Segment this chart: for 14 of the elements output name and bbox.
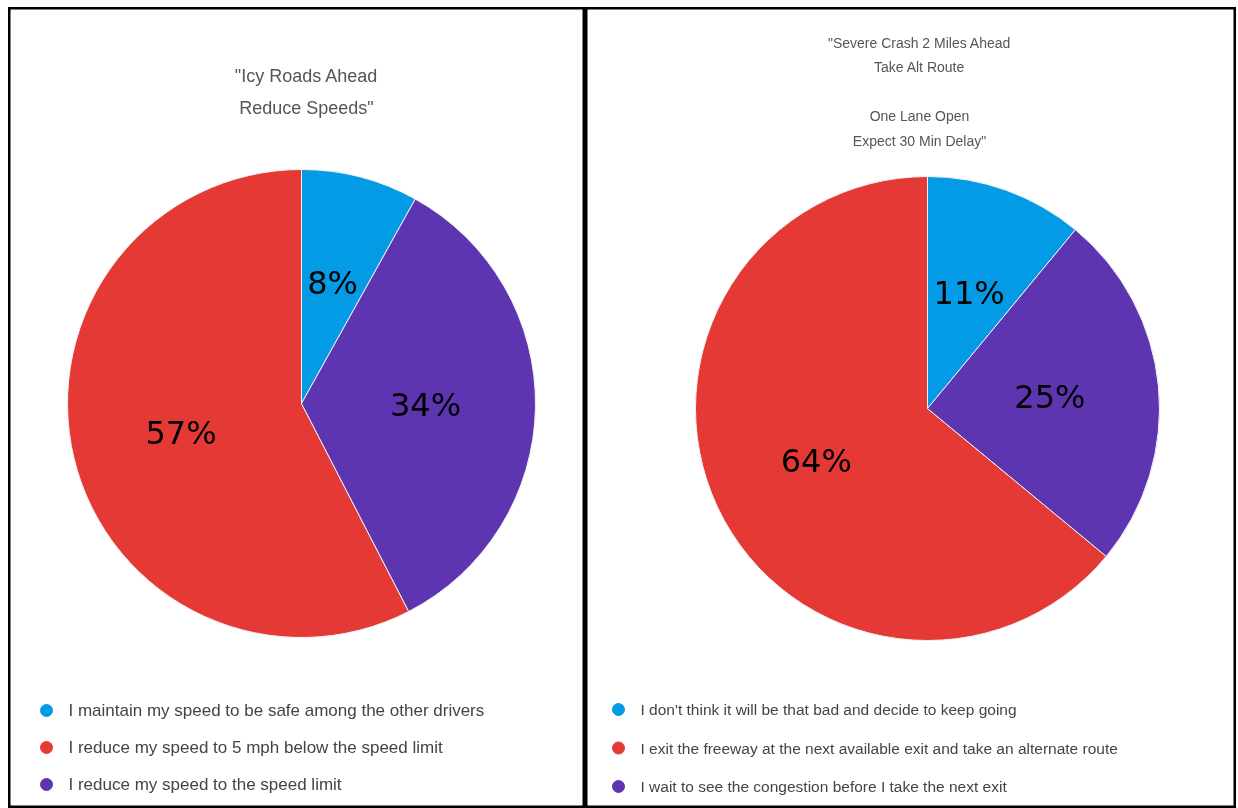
legend-label: I reduce my speed to 5 mph below the speed limit bbox=[68, 738, 443, 757]
data-label: 64% bbox=[780, 441, 852, 480]
chart-title: "Severe Crash 2 Miles Ahead Take Alt Route One Lane Open Expect 30 Min Delay" bbox=[827, 34, 1011, 149]
legend-label: I don't think it will be that bad and decide to keep going bbox=[640, 701, 1017, 718]
legend-label: I maintain my speed to be safe among the other drivers bbox=[68, 701, 485, 720]
legend-label: I exit the freeway at the next available exit and take an alternate route bbox=[640, 739, 1118, 757]
data-label: 8% bbox=[307, 264, 359, 303]
data-label: 25% bbox=[1014, 377, 1086, 416]
data-label: 11% bbox=[933, 273, 1005, 312]
legend-label: I wait to see the congestion before I take the next exit bbox=[640, 778, 1008, 795]
data-label: 57% bbox=[145, 413, 217, 452]
data-label: 34% bbox=[389, 386, 462, 425]
legend-label: I reduce my speed to the speed limit bbox=[68, 775, 342, 794]
chart-title: "Icy Roads Ahead Reduce Speeds" bbox=[234, 65, 378, 118]
